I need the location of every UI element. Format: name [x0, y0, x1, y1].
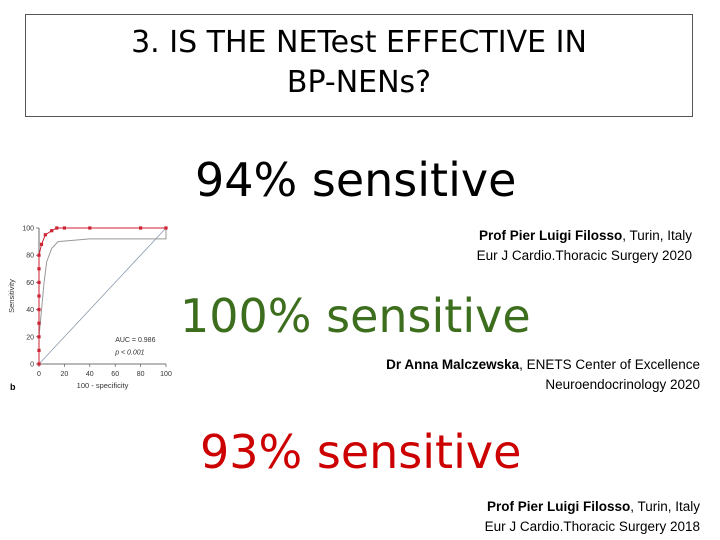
stat-100: 100% sensitive [180, 289, 531, 343]
citation-1-line2: Eur J Cardio.Thoracic Surgery 2020 [476, 248, 692, 263]
citation-3: Prof Pier Luigi Filosso, Turin, Italy Eu… [485, 497, 700, 537]
roc-point [37, 267, 41, 271]
y-tick-label: 0 [30, 362, 34, 369]
roc-point [37, 280, 41, 284]
x-tick-label: 40 [86, 371, 94, 378]
citation-1-line1: Prof Pier Luigi Filosso, Turin, Italy [477, 226, 692, 246]
citation-3-author: Prof Pier Luigi Filosso [486, 499, 631, 514]
p-annotation: p < 0.001 [114, 349, 144, 356]
roc-point [39, 242, 44, 246]
roc-point [62, 226, 66, 230]
y-tick-label: 60 [26, 280, 34, 287]
title-box: 3. IS THE NETest EFFECTIVE IN BP-NENs? [25, 14, 693, 117]
roc-point [37, 308, 41, 312]
title-line-2: BP-NENs? [286, 65, 432, 100]
x-tick-label: 60 [111, 371, 119, 378]
citation-2-line1: Dr Anna Malczewska, ENETS Center of Exce… [386, 355, 700, 375]
roc-point [37, 294, 41, 298]
stat-93: 93% sensitive [200, 425, 522, 479]
x-tick-label: 100 [160, 371, 172, 378]
stat-94: 94% sensitive [195, 153, 517, 207]
title-text-1: IS THE NETest EFFECTIVE IN [169, 25, 587, 60]
roc-point [50, 229, 54, 233]
title-number: 3. [131, 25, 160, 60]
y-axis-label: Sensitivity [7, 279, 16, 313]
citation-2-rest: , ENETS Center of Excellence [519, 357, 700, 372]
y-tick-label: 20 [26, 334, 34, 341]
roc-point [37, 348, 41, 352]
x-axis-label: 100 - specificity [77, 381, 129, 390]
citation-2-line2: Neuroendocrinology 2020 [545, 377, 700, 392]
roc-point [139, 226, 143, 230]
citation-1: Prof Pier Luigi Filosso, Turin, Italy Eu… [477, 226, 692, 266]
panel-label: b [10, 382, 16, 392]
roc-chart: 0 20 40 60 80 100 0 20 40 60 80 100 100 - specificit… [7, 226, 172, 393]
roc-point [37, 362, 41, 366]
y-tick-label: 100 [22, 226, 34, 233]
roc-point [55, 226, 59, 230]
citation-1-rest: , Turin, Italy [622, 228, 692, 243]
roc-point [37, 253, 41, 257]
roc-point [37, 335, 41, 339]
citation-3-line1: Prof Pier Luigi Filosso, Turin, Italy [485, 497, 700, 517]
title-line-1: 3. IS THE NETest EFFECTIVE IN [26, 23, 692, 63]
citation-1-author: Prof Pier Luigi Filosso [478, 228, 623, 243]
citation-3-line2: Eur J Cardio.Thoracic Surgery 2018 [484, 519, 700, 534]
auc-annotation: AUC = 0.986 [115, 337, 155, 344]
roc-point [43, 233, 47, 237]
x-tick-label: 0 [37, 371, 41, 378]
citation-2: Dr Anna Malczewska, ENETS Center of Exce… [386, 355, 700, 395]
reference-diagonal [38, 227, 167, 365]
x-tick-label: 80 [137, 371, 145, 378]
y-tick-label: 40 [26, 307, 34, 314]
roc-point [164, 226, 168, 230]
citation-2-author: Dr Anna Malczewska [386, 357, 520, 372]
x-tick-label: 20 [61, 371, 69, 378]
y-tick-label: 80 [26, 253, 34, 260]
roc-point [37, 321, 41, 325]
roc-point [88, 226, 92, 230]
citation-3-rest: , Turin, Italy [630, 499, 700, 514]
